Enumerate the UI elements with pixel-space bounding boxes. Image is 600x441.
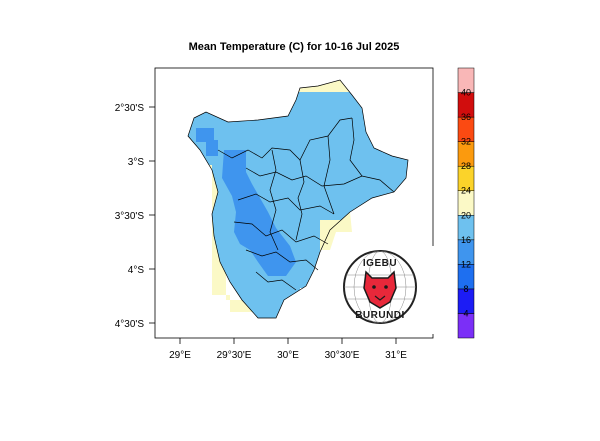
country-outline [187, 79, 409, 319]
colorbar-label: 8 [463, 284, 468, 294]
colorbar-label: 32 [461, 137, 471, 147]
colorbar-label: 12 [461, 259, 471, 269]
lat-tick-label: 3°S [128, 157, 145, 168]
graticule-ticks: 29°E 29°30'E 30°E 30°30'E 31°E 2°30'S 3°S 3°30'… [115, 103, 407, 361]
panther-head-icon [363, 270, 397, 309]
map-title: Mean Temperature (C) for 10-16 Jul 2025 [189, 41, 400, 53]
colorbar-label: 28 [461, 161, 471, 171]
lon-tick-label: 31°E [385, 350, 407, 361]
lon-tick-label: 29°E [169, 350, 191, 361]
colorbar-swatch [457, 67, 475, 93]
logo-bottom-text: BURUNDI [355, 310, 405, 321]
lat-tick-label: 4°S [128, 265, 145, 276]
colorbar-label: 40 [461, 88, 471, 98]
colorbar-label: 24 [461, 186, 471, 196]
lon-tick-label: 29°30'E [217, 350, 252, 361]
lon-tick-label: 30°30'E [325, 350, 360, 361]
colorbar: 4 8 12 16 20 24 28 32 36 40 [457, 67, 475, 339]
pale-yellow-fringe [212, 90, 352, 312]
admin-boundaries [187, 79, 409, 319]
colorbar-label: 20 [461, 210, 471, 220]
mid-blue-region [222, 150, 296, 276]
lat-tick-label: 4°30'S [115, 319, 145, 330]
colorbar-label: 4 [463, 308, 468, 318]
igebu-logo: IGEBU BURUNDI [338, 246, 434, 334]
logo-top-text: IGEBU [363, 258, 397, 269]
colorbar-label: 16 [461, 235, 471, 245]
lat-tick-label: 2°30'S [115, 103, 145, 114]
lon-tick-label: 30°E [277, 350, 299, 361]
lat-tick-label: 3°30'S [115, 211, 145, 222]
colorbar-label: 36 [461, 112, 471, 122]
